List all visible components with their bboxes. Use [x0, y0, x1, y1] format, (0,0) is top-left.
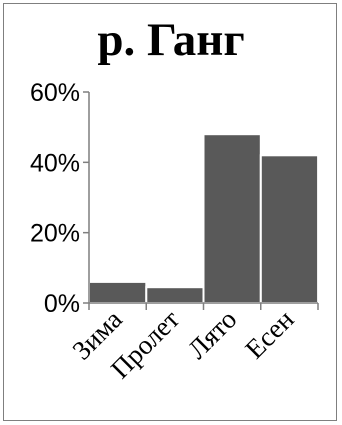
x-category-label-3: Лято — [182, 304, 243, 365]
bar-4 — [259, 154, 320, 304]
axes-layer — [83, 91, 319, 310]
y-tick-label-3: 40% — [30, 149, 80, 177]
bar-2 — [145, 286, 205, 305]
x-category-label-4: Есен — [239, 304, 299, 364]
y-tick-label-1: 0% — [44, 290, 80, 318]
y-tick-label-2: 20% — [30, 220, 80, 248]
bar-3 — [202, 133, 262, 304]
bars-layer — [88, 133, 320, 305]
chart-title: р. Ганг — [97, 14, 245, 66]
y-tick-label-4: 60% — [30, 79, 80, 107]
bar-1 — [88, 280, 148, 304]
